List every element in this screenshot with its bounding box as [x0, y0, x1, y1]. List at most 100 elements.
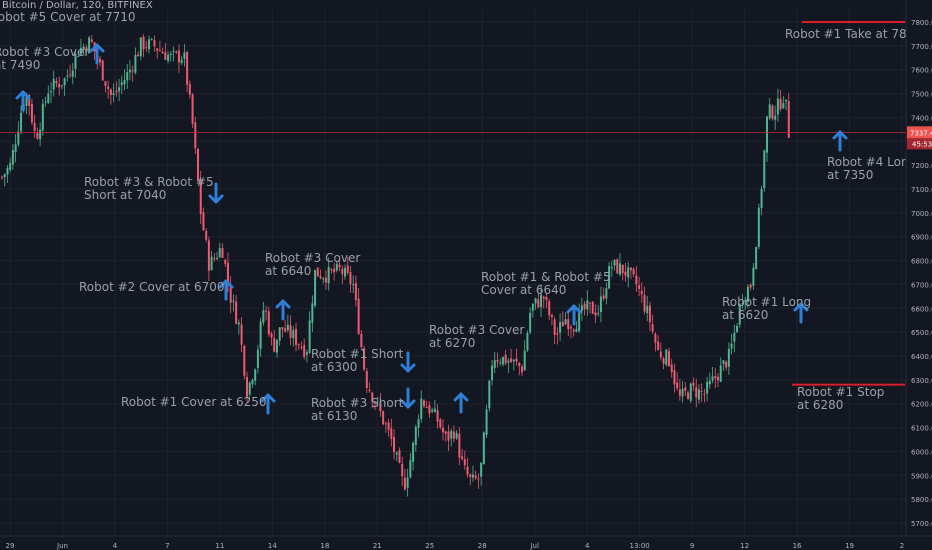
price-axis-bg — [906, 0, 932, 550]
time-axis[interactable]: 29 Jun 4 7 11 14 18 21 25 28 Jul 4 13:00 9 12 16 19 2 — [0, 535, 932, 550]
annotation-line: Robot #1 Long — [722, 295, 811, 309]
candle-body — [175, 51, 178, 53]
candle-body — [371, 392, 374, 402]
candle-body — [531, 303, 534, 311]
candle-body — [624, 271, 627, 276]
annotation-line: at 6620 — [722, 308, 768, 322]
y-tick-label: 7200.0 — [911, 162, 932, 170]
candle-body — [36, 132, 39, 139]
candle-body — [6, 167, 9, 175]
candle-body — [466, 466, 469, 475]
candle-body — [640, 290, 643, 295]
candle-body — [393, 437, 396, 453]
candle-body — [265, 310, 268, 312]
y-tick-label: 6000.0 — [911, 448, 932, 456]
arrow-up-icon — [832, 130, 848, 152]
candle-body — [752, 267, 755, 286]
annotation-label: Robot #1 Stop at 6280 — [797, 385, 884, 412]
candle-body — [322, 278, 325, 280]
candle-body — [137, 54, 140, 57]
candle-body — [123, 79, 126, 85]
candle-body — [561, 322, 564, 327]
candle-body — [613, 259, 616, 266]
candle-body — [455, 433, 458, 439]
candle-body — [632, 268, 635, 275]
candle-body — [510, 358, 513, 362]
candle-body — [213, 258, 216, 260]
candle-body — [85, 47, 88, 52]
candle-body — [360, 334, 363, 348]
candle-body — [240, 324, 243, 345]
price-axis[interactable]: 7800.07700.07600.07500.07400.07300.07200… — [905, 0, 932, 550]
countdown-label: 45:53 — [912, 140, 932, 148]
candle-body — [507, 360, 510, 363]
candle-body — [452, 431, 455, 439]
candle-body — [197, 148, 200, 182]
candle-body — [376, 401, 379, 403]
candle-body — [346, 265, 349, 273]
candle-body — [384, 423, 387, 425]
candle-body — [700, 390, 703, 392]
candle-body — [202, 212, 205, 231]
x-tick-label: 29 — [6, 542, 15, 550]
y-tick-label: 6900.0 — [911, 234, 932, 242]
candle-body — [676, 382, 679, 389]
candle-body — [224, 259, 227, 264]
annotation-line: Robot #1 Stop — [797, 385, 884, 399]
candle-body — [99, 58, 102, 63]
x-tick-label: 13:00 — [630, 542, 650, 550]
candle-body — [246, 377, 249, 397]
candle-body — [534, 298, 537, 304]
trade-arrows — [15, 43, 848, 415]
candle-body — [730, 343, 733, 349]
candle-body — [657, 341, 660, 350]
annotation-line: Cover at 6640 — [481, 283, 566, 297]
candle-body — [436, 410, 439, 422]
candle-body — [787, 101, 790, 138]
candle-body — [714, 375, 717, 379]
candle-body — [365, 371, 368, 389]
candle-body — [382, 411, 385, 425]
candle-body — [553, 319, 556, 335]
candle-body — [433, 408, 436, 412]
candle-body — [518, 363, 521, 366]
candle-body — [504, 354, 507, 364]
annotation-line: at 7350 — [827, 168, 873, 182]
candle-body — [139, 37, 142, 57]
arrow-head — [89, 43, 105, 53]
candle-body — [412, 442, 415, 462]
candle-body — [373, 401, 376, 404]
x-tick-label: 25 — [425, 542, 434, 550]
arrow-up-icon — [260, 393, 276, 415]
candle-body — [273, 337, 276, 352]
candle-body — [736, 325, 739, 332]
candle-body — [499, 362, 502, 364]
candle-body — [186, 52, 189, 85]
candle-body — [221, 248, 224, 258]
candle-body — [112, 93, 115, 95]
candle-body — [727, 348, 730, 367]
candle-body — [28, 94, 31, 106]
candle-body — [172, 50, 175, 52]
candle-body — [684, 387, 687, 391]
annotation-line: Robot #2 Cover at 6700 — [79, 280, 225, 294]
candle-body — [414, 426, 417, 446]
arrow-down-icon — [400, 351, 416, 373]
y-tick-label: 7600.0 — [911, 67, 932, 75]
candle-body — [692, 382, 695, 386]
candle-body — [177, 50, 180, 63]
annotation-label: Robot #3 Short at 6130 — [311, 396, 404, 423]
arrow-head — [218, 279, 234, 289]
candle-body — [58, 83, 61, 88]
candle-body — [635, 275, 638, 285]
candle-body — [779, 98, 782, 110]
candle-body — [417, 419, 420, 428]
candle-body — [776, 98, 779, 115]
arrow-head — [275, 299, 291, 309]
candle-body — [158, 50, 161, 52]
candle-body — [300, 346, 303, 348]
arrow-up-icon — [15, 90, 31, 112]
candle-body — [344, 267, 347, 277]
candle-body — [167, 54, 170, 61]
